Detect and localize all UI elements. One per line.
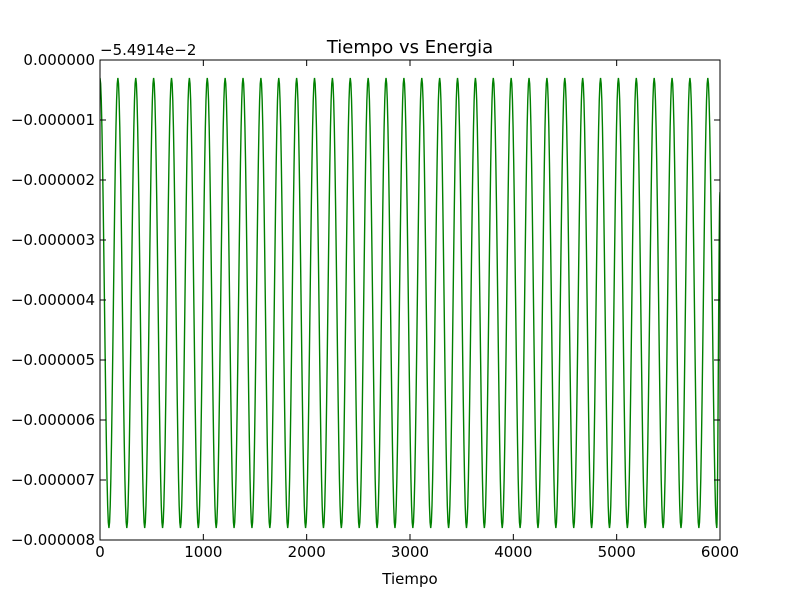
- y-tick-label: −0.000008: [11, 531, 95, 549]
- x-tick-label: 5000: [598, 543, 636, 561]
- y-axis: 0.000000 −0.000001 −0.000002 −0.000003 −0.00…: [11, 51, 720, 549]
- y-tick-label: −0.000007: [11, 471, 95, 489]
- x-tick-label: 6000: [701, 543, 739, 561]
- y-tick-label: −0.000002: [11, 171, 95, 189]
- y-tick-label: −0.000003: [11, 231, 95, 249]
- y-tick-label: 0.000000: [23, 51, 95, 69]
- y-tick-label: −0.000006: [11, 411, 95, 429]
- y-tick-label: −0.000004: [11, 291, 95, 309]
- plot-area: [99, 59, 721, 541]
- x-tick-label: 4000: [494, 543, 532, 561]
- x-tick-label: 2000: [288, 543, 326, 561]
- x-tick-label: 3000: [391, 543, 429, 561]
- series-line-0: [100, 77, 720, 529]
- plot-frame: [99, 59, 721, 541]
- y-tick-label: −0.000005: [11, 351, 95, 369]
- chart-title: Tiempo vs Energia: [326, 37, 493, 58]
- y-tick-label: −0.000001: [11, 111, 95, 129]
- x-tick-label: 0: [95, 543, 105, 561]
- x-tick-label: 1000: [184, 543, 222, 561]
- y-offset-label: −5.4914e−2: [100, 41, 196, 59]
- x-axis-label: Tiempo: [381, 570, 437, 588]
- x-axis: 0 1000 2000 3000 4000 5000 6000: [95, 60, 739, 561]
